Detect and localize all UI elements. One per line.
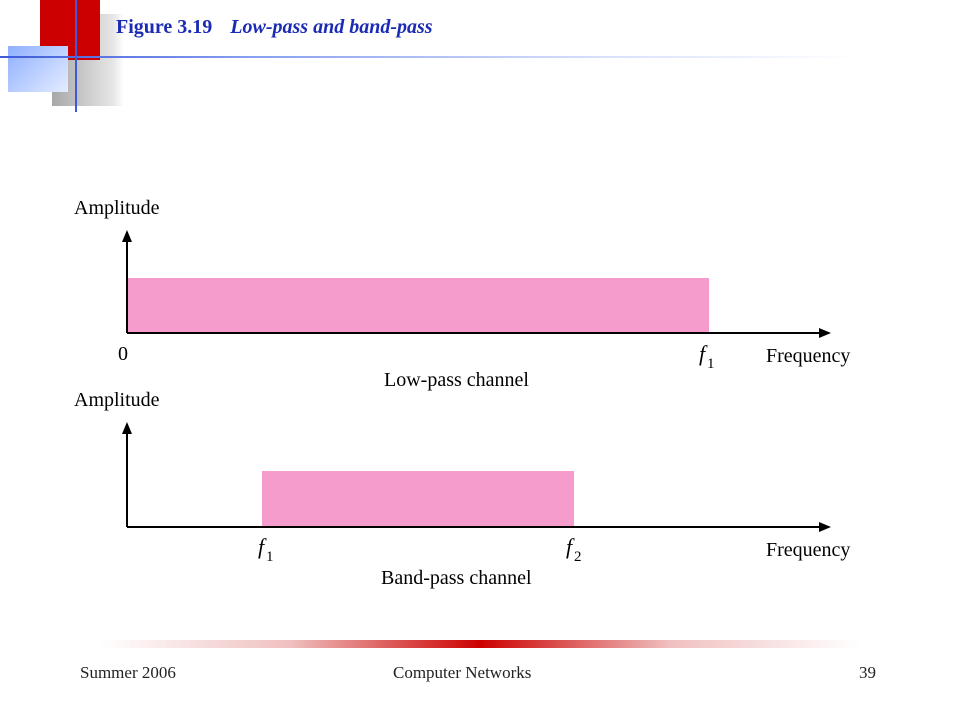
band-pass-x-axis-label: Frequency [766, 539, 850, 561]
band-pass-upper-label: f [566, 534, 575, 559]
band-pass-lower-label: f [258, 534, 267, 559]
low-pass-x-axis-label: Frequency [766, 345, 850, 367]
low-pass-channel-label: Low-pass channel [384, 369, 529, 391]
low-pass-band [127, 278, 709, 333]
band-pass-channel-label: Band-pass channel [381, 567, 532, 589]
footer-page-number: 39 [859, 663, 876, 682]
band-pass-lower-subscript: 1 [266, 549, 274, 565]
footer-term: Summer 2006 [80, 663, 176, 682]
figure-caption: Low-pass and band-pass [230, 16, 433, 38]
low-pass-cutoff-label: f [699, 341, 708, 366]
footer-course-title: Computer Networks [393, 663, 532, 682]
low-pass-cutoff-subscript: 1 [707, 356, 715, 372]
band-pass-panel: Amplitude f 1 f 2 Frequency Band-pass ch… [74, 389, 850, 589]
low-pass-origin-label: 0 [118, 343, 128, 365]
band-pass-upper-subscript: 2 [574, 549, 582, 565]
figure-number: Figure 3.19 [116, 16, 213, 38]
decor-vertical-line [75, 0, 77, 112]
decor-horizontal-line [0, 56, 860, 58]
decor-blue-block [8, 46, 68, 92]
slide-title: Figure 3.19 Low-pass and band-pass [116, 16, 433, 39]
band-pass-band [262, 471, 574, 527]
low-pass-panel: Amplitude 0 f 1 Frequency Low-pass chann… [74, 197, 850, 391]
footer-rule [100, 640, 860, 648]
band-pass-y-axis-label: Amplitude [74, 389, 160, 411]
low-pass-y-axis-label: Amplitude [74, 197, 160, 219]
